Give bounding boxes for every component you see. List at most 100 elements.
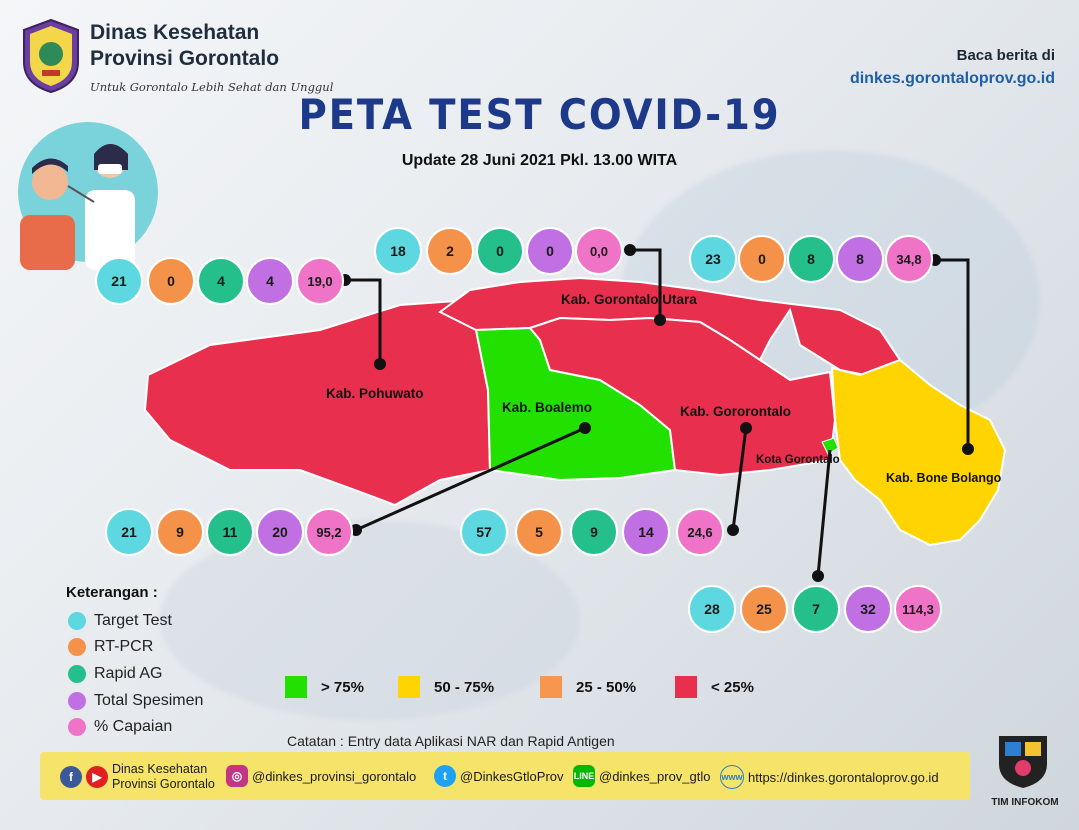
red-swatch: [675, 676, 697, 698]
pohuwato-rapid-ag: 4: [197, 257, 245, 305]
swab-test-illustration: [18, 122, 158, 270]
boalemo-target-test: 21: [105, 508, 153, 556]
gorontalo-rapid-ag: 9: [570, 508, 618, 556]
line-handle: @dinkes_prov_gtlo: [599, 768, 711, 784]
agency-tagline: Untuk Gorontalo Lebih Sehat dan Unggul: [90, 80, 334, 94]
legend-label: RT-PCR: [94, 638, 154, 655]
read-news-label: Baca berita di: [956, 47, 1055, 64]
leader-dot: [812, 570, 824, 582]
bone-bolango-rt-pcr: 0: [738, 235, 786, 283]
map-label-boalemo: Kab. Boalemo: [502, 400, 593, 415]
scale-item-25-50: 25 - 50%: [540, 676, 636, 698]
instagram-handle: @dinkes_provinsi_gorontalo: [252, 768, 417, 784]
footer-instagram[interactable]: ◎ @dinkes_provinsi_gorontalo: [226, 765, 416, 787]
orange-swatch: [540, 676, 562, 698]
scale-label: < 25%: [711, 678, 754, 696]
leader-line-gorontalo-utara: [630, 248, 662, 320]
map-label-bone-bolango: Kab. Bone Bolango: [886, 471, 1002, 485]
bone-bolango-rapid-ag: 8: [787, 235, 835, 283]
gorontalo-capaian: 24,6: [676, 508, 724, 556]
green-swatch: [285, 676, 307, 698]
region-kota-gorontalo[interactable]: [821, 437, 839, 455]
bone-bolango-total-spesimen: 8: [836, 235, 884, 283]
map-label-gorontalo: Kab. Gororontalo: [680, 404, 791, 419]
region-pohuwato[interactable]: [143, 298, 492, 507]
yellow-swatch: [398, 676, 420, 698]
boalemo-capaian: 95,2: [305, 508, 353, 556]
gorontalo-utara-target-test: 18: [374, 227, 422, 275]
agency-name-line1: Dinas Kesehatan: [90, 21, 260, 44]
gorontalo-total-spesimen: 14: [622, 508, 670, 556]
leader-dot: [727, 524, 739, 536]
scale-item-above-75: > 75%: [285, 676, 364, 698]
rapid-color-swatch: [68, 665, 86, 683]
legend-item-capaian: % Capaian: [68, 718, 172, 736]
line-icon: LINE: [573, 765, 595, 787]
footer-agency-line1: Dinas Kesehatan: [112, 762, 208, 776]
agency-name-line2: Provinsi Gorontalo: [90, 47, 280, 70]
gorontalo-utara-capaian: 0,0: [575, 227, 623, 275]
kota-gorontalo-rapid-ag: 7: [792, 585, 840, 633]
kota-gorontalo-capaian: 114,3: [894, 585, 942, 633]
leader-dot: [624, 244, 636, 256]
legend-title: Keterangan :: [66, 584, 158, 601]
leader-line-gorontalo: [731, 427, 748, 531]
boalemo-rt-pcr: 9: [156, 508, 204, 556]
legend-item-total: Total Spesimen: [68, 692, 203, 710]
kota-gorontalo-target-test: 28: [688, 585, 736, 633]
leader-dot: [374, 358, 386, 370]
rt-pcr-color-swatch: [68, 638, 86, 656]
leader-dot: [654, 314, 666, 326]
youtube-icon: ▶: [86, 766, 108, 788]
boalemo-rapid-ag: 11: [206, 508, 254, 556]
footer-bar: [40, 752, 970, 800]
legend-label: Target Test: [94, 612, 172, 629]
leader-dot: [350, 524, 362, 536]
map-label-gorontalo-utara: Kab. Gorontalo Utara: [561, 292, 697, 307]
footer-line[interactable]: LINE @dinkes_prov_gtlo: [573, 765, 710, 787]
leader-dot: [962, 443, 974, 455]
footer-twitter[interactable]: t @DinkesGtloProv: [434, 765, 564, 787]
footer-website[interactable]: www https://dinkes.gorontaloprov.go.id: [720, 765, 939, 789]
leader-line-kota-gorontalo: [816, 449, 832, 577]
boalemo-total-spesimen: 20: [256, 508, 304, 556]
leader-line-bone-bolango: [935, 258, 970, 448]
bone-bolango-target-test: 23: [689, 235, 737, 283]
update-timestamp: Update 28 Juni 2021 Pkl. 13.00 WITA: [401, 152, 678, 169]
province-emblem-icon: [23, 18, 79, 94]
scale-item-50-75: 50 - 75%: [398, 676, 494, 698]
instagram-icon: ◎: [226, 765, 248, 787]
legend-label: % Capaian: [94, 718, 173, 735]
pohuwato-capaian: 19,0: [296, 257, 344, 305]
twitter-icon: t: [434, 765, 456, 787]
target-color-swatch: [68, 612, 86, 630]
footer-facebook-youtube[interactable]: f ▶ Dinas Kesehatan Provinsi Gorontalo: [60, 762, 215, 792]
agency-name: Dinas Kesehatan Provinsi Gorontalo: [90, 20, 279, 72]
pohuwato-rt-pcr: 0: [147, 257, 195, 305]
kota-gorontalo-total-spesimen: 32: [844, 585, 892, 633]
data-note: Catatan : Entry data Aplikasi NAR dan Ra…: [287, 733, 615, 749]
facebook-icon: f: [60, 766, 82, 788]
page-title: Peta Test Covid-19: [298, 90, 781, 139]
legend-item-rapid: Rapid AG: [68, 665, 162, 683]
leader-line-boalemo: [355, 426, 586, 532]
infokom-logo-icon: [999, 736, 1047, 788]
legend-label: Rapid AG: [94, 665, 163, 682]
news-website-link[interactable]: dinkes.gorontaloprov.go.id: [849, 70, 1055, 87]
region-bone-bolango[interactable]: [830, 358, 1007, 547]
gorontalo-utara-rapid-ag: 0: [476, 227, 524, 275]
twitter-handle: @DinkesGtloProv: [460, 768, 564, 784]
website-url: https://dinkes.gorontaloprov.go.id: [748, 769, 939, 785]
pohuwato-total-spesimen: 4: [246, 257, 294, 305]
gorontalo-target-test: 57: [460, 508, 508, 556]
web-globe-icon: www: [720, 765, 744, 789]
kota-gorontalo-rt-pcr: 25: [740, 585, 788, 633]
gorontalo-utara-total-spesimen: 0: [526, 227, 574, 275]
legend-item-rt-pcr: RT-PCR: [68, 638, 153, 656]
total-color-swatch: [68, 692, 86, 710]
leader-line-pohuwato: [345, 278, 382, 362]
scale-label: 25 - 50%: [576, 678, 637, 696]
pohuwato-target-test: 21: [95, 257, 143, 305]
scale-item-below-25: < 25%: [675, 676, 754, 698]
